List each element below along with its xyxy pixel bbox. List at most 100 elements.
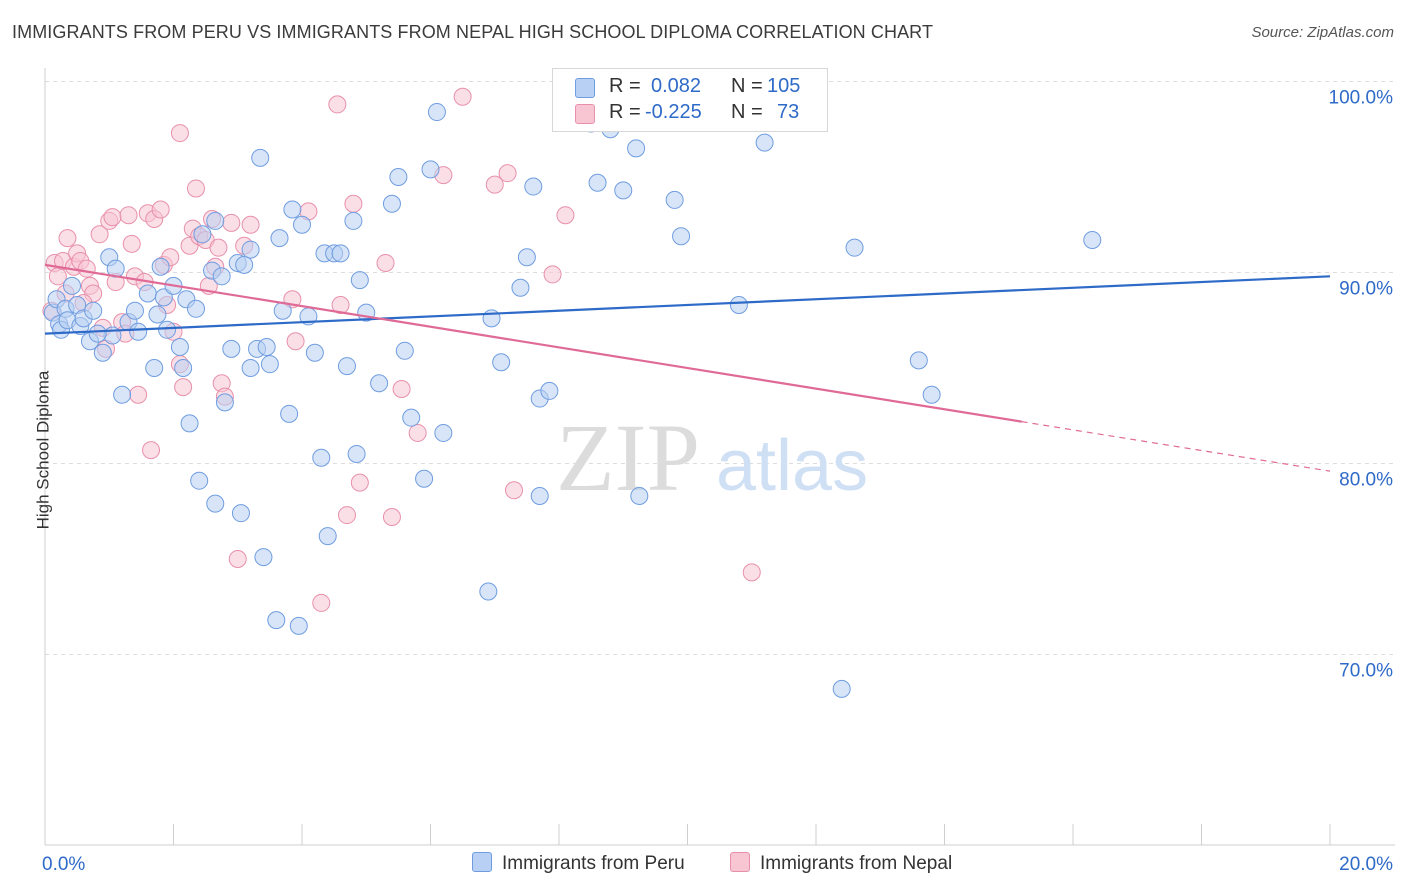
nepal-point	[58, 229, 77, 248]
peru-point	[845, 238, 864, 257]
peru-point	[630, 486, 649, 505]
peru-point	[370, 374, 389, 393]
nepal-point	[151, 200, 170, 219]
peru-point	[347, 444, 366, 463]
peru-point	[922, 385, 941, 404]
nepal-point	[170, 124, 189, 143]
peru-point	[427, 103, 446, 122]
peru-point	[257, 337, 276, 356]
source-label: Source: ZipAtlas.com	[1251, 24, 1394, 41]
nepal-point	[382, 507, 401, 526]
peru-point	[524, 177, 543, 196]
nepal-point	[376, 253, 395, 272]
peru-point	[421, 160, 440, 179]
y-tick-label: 100.0%	[1329, 88, 1394, 109]
y-axis-label: High School Diploma	[33, 370, 53, 530]
stats-legend: R = 0.082 N = 105 R = -0.225 N = 73	[552, 68, 828, 132]
nepal-point	[344, 194, 363, 213]
nepal-point	[122, 234, 141, 253]
nepal-point	[392, 380, 411, 399]
peru-point	[293, 215, 311, 234]
peru-legend-label: Immigrants from Peru	[502, 853, 685, 874]
nepal-point	[505, 481, 524, 500]
peru-point	[206, 494, 225, 513]
nepal-point	[174, 378, 193, 397]
peru-point	[479, 582, 498, 601]
peru-trend-line	[44, 275, 1331, 335]
watermark: ZIP atlas	[556, 404, 868, 511]
peru-point	[154, 288, 173, 307]
peru-point	[148, 305, 167, 324]
nepal-point	[337, 506, 356, 525]
peru-point	[267, 611, 286, 630]
nepal-point	[453, 87, 472, 106]
nepal-swatch	[575, 104, 595, 124]
nepal-point	[485, 175, 504, 194]
peru-point	[231, 504, 250, 523]
peru-point	[186, 299, 205, 318]
nepal-point	[331, 295, 350, 314]
peru-point	[729, 295, 748, 314]
peru-points	[43, 85, 1102, 698]
peru-point	[138, 284, 157, 303]
y-tick-label: 80.0%	[1339, 470, 1393, 491]
peru-point	[88, 324, 107, 343]
trend-lines	[44, 263, 1331, 472]
nepal-point	[209, 238, 228, 257]
peru-point	[614, 181, 633, 200]
nepal-point	[350, 473, 369, 492]
watermark-zip: ZIP	[556, 404, 700, 511]
peru-point	[212, 267, 231, 286]
peru-point	[251, 148, 270, 167]
nepal-point	[186, 179, 205, 198]
peru-point	[672, 227, 691, 246]
nepal-point	[90, 225, 109, 244]
peru-point	[222, 339, 241, 358]
nepal-point	[556, 206, 575, 225]
legend-item-peru: Immigrants from Peru	[472, 852, 685, 875]
peru-point	[350, 271, 369, 290]
nepal-point	[312, 593, 331, 612]
peru-point	[1083, 231, 1102, 250]
peru-point	[235, 255, 254, 274]
tick-labels: 70.0% 80.0% 90.0% 100.0% 0.0% 20.0%	[42, 88, 1393, 876]
nepal-trend-extension	[1021, 421, 1331, 472]
peru-point	[395, 341, 414, 360]
peru-point	[331, 244, 350, 263]
watermark-atlas: atlas	[716, 426, 868, 506]
peru-point	[113, 385, 132, 404]
y-tick-label: 70.0%	[1339, 661, 1393, 682]
peru-point	[540, 381, 559, 400]
axes	[44, 68, 1395, 846]
peru-point	[206, 211, 225, 230]
nepal-point	[543, 265, 562, 284]
peru-point	[145, 359, 164, 377]
peru-swatch	[575, 78, 595, 98]
nepal-point	[129, 385, 148, 404]
n-label: N =	[731, 75, 763, 97]
nepal-point	[103, 208, 122, 227]
r-value: -0.225	[645, 101, 702, 123]
peru-point	[627, 139, 646, 158]
nepal-trend-line	[44, 263, 1022, 423]
chart-title: IMMIGRANTS FROM PERU VS IMMIGRANTS FROM …	[12, 22, 934, 42]
peru-point	[180, 414, 199, 433]
peru-point	[241, 240, 260, 259]
n-value: 73	[777, 101, 800, 123]
peru-point	[151, 257, 170, 276]
peru-point	[434, 423, 453, 442]
peru-point	[241, 359, 260, 377]
nepal-point	[408, 423, 427, 442]
peru-point	[193, 225, 212, 244]
peru-point	[344, 211, 363, 230]
peru-point	[270, 229, 289, 248]
peru-point	[129, 322, 148, 341]
peru-point	[125, 301, 144, 320]
peru-point	[170, 337, 189, 356]
peru-point	[382, 194, 401, 213]
n-value: 105	[767, 75, 801, 97]
peru-point	[832, 679, 851, 698]
peru-point	[283, 200, 302, 219]
nepal-point	[119, 206, 138, 225]
